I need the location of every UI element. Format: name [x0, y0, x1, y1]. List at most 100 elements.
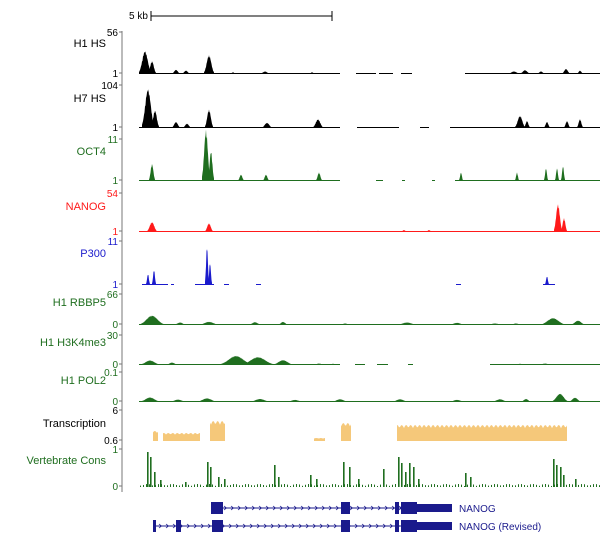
- conservation-baseline: [146, 484, 147, 487]
- conservation-spike: [224, 479, 226, 487]
- gene-exon: [417, 504, 452, 512]
- signal-peak: [544, 168, 548, 181]
- track-label: Transcription: [43, 418, 106, 430]
- strand-arrow-icon: [256, 523, 261, 529]
- signal-peak: [140, 360, 160, 365]
- conservation-spike: [274, 465, 276, 487]
- conservation-baseline: [506, 484, 507, 487]
- track-baseline-segment: [420, 127, 429, 128]
- track-min-value: 1: [112, 280, 118, 291]
- conservation-spike: [207, 462, 209, 487]
- signal-peak: [539, 363, 551, 365]
- conservation-spike: [553, 459, 555, 487]
- conservation-baseline: [431, 484, 432, 487]
- track-baseline-segment: [456, 284, 461, 285]
- signal-peak: [426, 230, 432, 232]
- conservation-baseline: [383, 484, 384, 487]
- conservation-baseline: [566, 484, 567, 487]
- transcription-block: [210, 421, 225, 441]
- conservation-baseline: [347, 484, 348, 487]
- strand-arrow-icon: [228, 523, 233, 529]
- strand-arrow-icon: [223, 505, 228, 511]
- conservation-spike: [218, 477, 220, 487]
- strand-arrow-icon: [158, 523, 163, 529]
- strand-arrow-icon: [265, 505, 270, 511]
- signal-peak: [273, 360, 293, 365]
- track-min-value: 0: [112, 360, 118, 371]
- conservation-baseline: [389, 485, 390, 487]
- gene-exon: [401, 502, 417, 514]
- conservation-baseline: [278, 485, 279, 487]
- strand-arrow-icon: [368, 523, 373, 529]
- track-max-value: 1: [112, 445, 118, 456]
- strand-arrow-icon: [384, 505, 389, 511]
- conservation-baseline: [464, 485, 465, 487]
- conservation-baseline: [284, 484, 285, 487]
- gene-exon: [176, 520, 181, 532]
- signal-peak: [564, 121, 570, 128]
- signal-peak: [205, 109, 213, 128]
- gene-exon: [212, 520, 223, 532]
- conservation-baseline: [332, 484, 333, 487]
- signal-peak: [205, 249, 209, 285]
- conservation-baseline: [200, 484, 201, 487]
- conservation-baseline: [545, 484, 546, 487]
- conservation-baseline: [413, 485, 414, 487]
- track-max-value: 54: [107, 189, 119, 200]
- strand-arrow-icon: [293, 505, 298, 511]
- conservation-baseline: [449, 484, 450, 487]
- conservation-baseline: [443, 484, 444, 487]
- signal-peak: [340, 323, 350, 325]
- signal-peak: [242, 357, 274, 365]
- signal-peak: [309, 72, 315, 74]
- conservation-baseline: [323, 484, 324, 487]
- conservation-baseline: [233, 484, 234, 487]
- conservation-baseline: [377, 485, 378, 487]
- strand-arrow-icon: [349, 505, 354, 511]
- signal-peak: [263, 174, 269, 181]
- track-baseline-segment: [139, 401, 600, 402]
- strand-arrow-icon: [172, 523, 177, 529]
- strand-arrow-icon: [251, 505, 256, 511]
- conservation-baseline: [209, 484, 210, 487]
- gene-label: NANOG (Revised): [459, 522, 541, 533]
- transcription-block: [163, 433, 200, 441]
- conservation-baseline: [197, 484, 198, 487]
- track-baseline-segment: [357, 127, 399, 128]
- conservation-baseline: [362, 484, 363, 487]
- signal-peak: [401, 230, 407, 232]
- conservation-baseline: [518, 484, 519, 487]
- conservation-baseline: [554, 484, 555, 487]
- signal-peak: [249, 322, 261, 325]
- strand-arrow-icon: [186, 523, 191, 529]
- conservation-baseline: [500, 485, 501, 487]
- track-baseline-segment: [139, 127, 340, 128]
- conservation-baseline: [509, 484, 510, 487]
- conservation-baseline: [422, 484, 423, 487]
- conservation-baseline: [521, 484, 522, 487]
- conservation-baseline: [551, 485, 552, 487]
- track-max-value: 56: [107, 28, 119, 39]
- conservation-baseline: [329, 485, 330, 487]
- signal-peak: [148, 61, 156, 74]
- conservation-baseline: [587, 485, 588, 487]
- signal-peak: [392, 399, 408, 402]
- conservation-baseline: [179, 485, 180, 487]
- conservation-baseline: [293, 484, 294, 487]
- conservation-baseline: [203, 485, 204, 487]
- signal-peak: [569, 397, 581, 402]
- conservation-baseline: [461, 484, 462, 487]
- strand-arrow-icon: [291, 523, 296, 529]
- track-baseline-segment: [408, 364, 413, 365]
- signal-peak: [208, 153, 214, 181]
- signal-peak: [561, 218, 567, 232]
- transcription-block: [397, 425, 567, 441]
- strand-arrow-icon: [270, 523, 275, 529]
- track-label: Vertebrate Cons: [27, 455, 107, 467]
- strand-arrow-icon: [307, 505, 312, 511]
- signal-peak: [230, 72, 236, 74]
- conservation-spike: [575, 479, 577, 487]
